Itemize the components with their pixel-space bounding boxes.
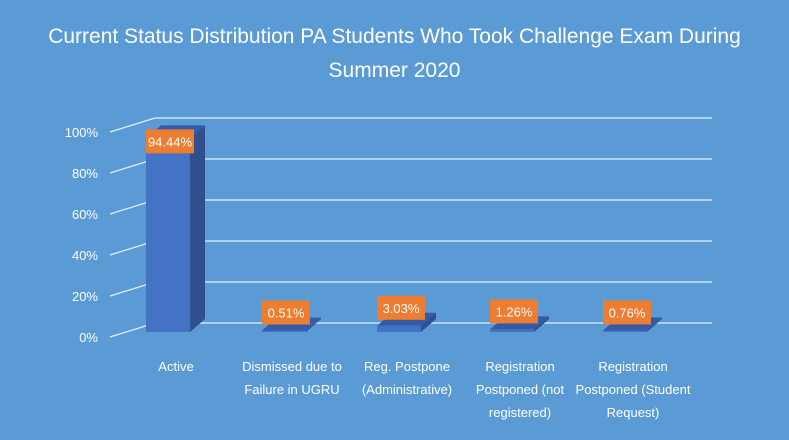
data-label-box bbox=[490, 299, 538, 324]
bar-side bbox=[647, 317, 662, 332]
data-label: 0.76% bbox=[609, 305, 646, 320]
y-tick-label: 40% bbox=[72, 248, 98, 263]
category-label: Request) bbox=[607, 405, 660, 420]
category-label: Active bbox=[158, 359, 193, 374]
data-label-box bbox=[262, 300, 310, 325]
bar-front bbox=[377, 325, 421, 332]
data-label-box bbox=[603, 300, 651, 325]
category-label: Failure in UGRU bbox=[244, 382, 339, 397]
category-label: Registration bbox=[598, 359, 667, 374]
bar-side bbox=[306, 317, 321, 332]
data-label: 0.51% bbox=[268, 306, 305, 321]
category-label: (Administrative) bbox=[362, 382, 452, 397]
category-label: Dismissed due to bbox=[242, 359, 342, 374]
bar-front bbox=[490, 329, 534, 332]
category-label: Postponed (Student bbox=[576, 382, 691, 397]
gridline-diagonal bbox=[109, 117, 156, 133]
bar-side bbox=[421, 312, 436, 332]
y-tick-label: 60% bbox=[72, 207, 98, 222]
category-label: Postponed (not bbox=[476, 382, 565, 397]
category-label: Reg. Postpone bbox=[364, 359, 450, 374]
bar-front bbox=[146, 138, 190, 332]
y-tick-label: 100% bbox=[65, 125, 99, 140]
bar-side bbox=[534, 316, 549, 332]
y-tick-label: 20% bbox=[72, 289, 98, 304]
bar-side bbox=[190, 125, 205, 332]
bar-front bbox=[262, 330, 306, 332]
bar-front bbox=[603, 330, 647, 332]
data-label: 3.03% bbox=[383, 301, 420, 316]
y-tick-label: 0% bbox=[79, 330, 98, 345]
data-label: 94.44% bbox=[148, 134, 193, 149]
data-label-box bbox=[146, 129, 194, 154]
chart-title-line-1: Current Status Distribution PA Students … bbox=[48, 25, 741, 48]
chart-title-line-2: Summer 2020 bbox=[328, 59, 461, 82]
data-label-box bbox=[377, 295, 425, 320]
data-label: 1.26% bbox=[496, 304, 533, 319]
y-tick-label: 80% bbox=[72, 166, 98, 181]
category-label: registered) bbox=[489, 405, 551, 420]
category-label: Registration bbox=[485, 359, 554, 374]
